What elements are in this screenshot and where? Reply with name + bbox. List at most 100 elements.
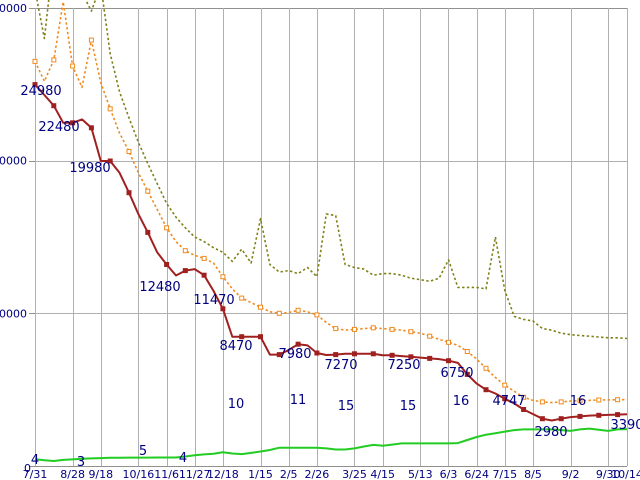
data-point-marker (464, 349, 470, 354)
data-point-value-label: 3 (77, 455, 85, 470)
data-point-marker (220, 306, 226, 312)
data-point-marker (276, 352, 282, 358)
data-point-marker (577, 398, 583, 404)
series-layer (32, 0, 628, 462)
data-point-marker (88, 125, 94, 131)
x-axis-tick-label: 9/2 (562, 468, 580, 480)
data-point-marker (126, 149, 132, 154)
y-axis-tick-label: 0 (24, 462, 31, 475)
data-point-marker (370, 351, 376, 357)
data-point-marker (182, 248, 188, 254)
data-point-value-label: 6750 (440, 366, 473, 381)
x-axis-tick-label: 11/27 (179, 468, 211, 480)
data-point-marker (539, 399, 545, 405)
y-axis-tick-label: 30000 (0, 2, 27, 15)
data-point-marker (164, 225, 170, 231)
x-axis-tick-label: 8/5 (524, 468, 542, 480)
y-axis-tick-labels: 0 10000 20000 30000 (0, 2, 31, 475)
data-point-value-label: 15 (400, 399, 417, 414)
data-point-marker (201, 272, 207, 278)
data-point-marker (483, 365, 489, 371)
data-point-value-label: 4 (31, 453, 39, 468)
data-point-value-label: 22480 (38, 120, 79, 135)
data-point-marker (464, 371, 470, 377)
data-point-value-label: 19980 (69, 161, 110, 176)
data-point-marker (333, 326, 339, 332)
data-point-marker (408, 354, 414, 360)
data-point-marker (182, 268, 188, 274)
data-point-value-label: 16 (453, 394, 470, 409)
x-axis-tick-label: 2/26 (305, 468, 330, 480)
data-point-marker (314, 350, 320, 356)
series-line-green-bottom (34, 427, 628, 462)
data-point-marker (446, 358, 451, 364)
data-point-value-label: 8470 (219, 339, 252, 354)
data-point-marker (145, 229, 151, 235)
x-axis-tick-label: 6/3 (440, 468, 458, 480)
data-point-marker (521, 407, 527, 412)
data-point-marker (483, 387, 489, 393)
x-axis-tick-label: 11/6 (154, 468, 179, 480)
data-point-marker (295, 341, 301, 347)
x-axis-tick-label: 7/15 (492, 468, 517, 480)
x-axis-tick-label: 10/16 (123, 468, 155, 480)
data-point-marker (577, 413, 583, 419)
data-point-marker (539, 416, 545, 422)
data-point-marker (32, 82, 38, 88)
data-point-value-label: 5 (139, 444, 147, 459)
series-orange-dotted (32, 1, 628, 405)
data-point-marker (389, 352, 395, 358)
series-dark-red-main (32, 82, 628, 422)
data-point-value-label: 3390 (610, 418, 640, 433)
data-point-value-label: 24980 (20, 84, 61, 99)
x-axis-tick-label: 6/24 (464, 468, 489, 480)
data-point-marker (446, 339, 451, 345)
data-point-marker (370, 325, 376, 331)
data-point-marker (107, 158, 113, 164)
x-axis-tick-label: 2/5 (280, 468, 298, 480)
data-point-marker (295, 307, 301, 313)
data-point-marker (615, 397, 621, 403)
data-point-marker (427, 355, 433, 361)
x-axis-tick-label: 9/18 (88, 468, 113, 480)
x-axis-tick-label: 1/15 (248, 468, 273, 480)
data-point-marker (258, 304, 263, 310)
data-point-marker (352, 326, 357, 332)
data-point-marker (107, 106, 113, 112)
data-point-marker (352, 351, 357, 357)
data-point-marker (220, 274, 226, 280)
y-axis-tick-label: 20000 (0, 155, 27, 168)
data-point-value-label: 7250 (387, 358, 420, 373)
series-olive-dotted (36, 0, 628, 340)
series-line-dark-red-main (34, 83, 628, 422)
data-point-marker (558, 399, 564, 405)
data-point-value-label: 11 (290, 393, 307, 408)
data-point-value-label: 12480 (139, 280, 180, 295)
data-point-labels: 24980 22480 19980 12480 11470 8470 7980 7270 725… (20, 84, 640, 470)
x-axis-tick-label: 5/13 (408, 468, 433, 480)
data-point-marker (126, 190, 132, 196)
series-green-bottom (34, 427, 628, 462)
data-point-marker (51, 57, 57, 63)
data-point-marker (596, 412, 602, 418)
data-point-marker (276, 310, 282, 316)
series-line-olive-dotted (36, 0, 628, 340)
data-point-marker (88, 37, 94, 43)
data-point-value-label: 15 (338, 399, 355, 414)
data-point-value-label: 4747 (492, 394, 525, 409)
x-axis-tick-label: 8/28 (60, 468, 85, 480)
x-axis-tick-label: 7/31 (23, 468, 48, 480)
data-point-marker (258, 334, 263, 340)
data-point-marker (239, 295, 245, 301)
data-point-marker (558, 416, 564, 422)
data-point-marker (32, 58, 38, 64)
data-point-value-label: 2980 (534, 425, 567, 440)
series-line-orange-dotted (34, 1, 628, 404)
x-axis-tick-label: 10/14 (611, 468, 640, 480)
data-point-marker (51, 103, 57, 109)
data-point-value-label: 7980 (278, 347, 311, 362)
x-axis-tick-label: 3/25 (342, 468, 367, 480)
